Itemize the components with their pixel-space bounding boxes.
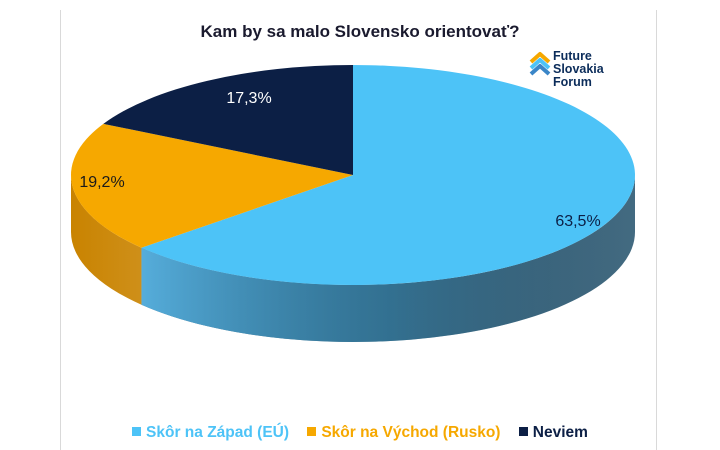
chart-panel <box>60 10 657 450</box>
legend-label-east: Skôr na Východ (Rusko) <box>321 424 501 441</box>
data-label-east: 19,2% <box>79 174 124 191</box>
logo-line-3: Forum <box>553 75 592 89</box>
legend-item-dont-know: Neviem <box>518 424 588 442</box>
future-slovakia-forum-logo: Future Slovakia Forum <box>527 48 637 93</box>
chart-title: Kam by sa malo Slovensko orientovať? <box>200 22 520 41</box>
data-label-west: 63,5% <box>555 213 600 230</box>
legend-item-east: Skôr na Východ (Rusko) <box>307 424 500 442</box>
logo-line-2: Slovakia <box>553 62 604 76</box>
legend-swatch-west <box>132 427 142 436</box>
logo-line-1: Future <box>553 49 592 63</box>
legend-item-west: Skôr na Západ (EÚ) <box>132 424 289 442</box>
data-label-dont-know: 17,3% <box>226 90 271 107</box>
pie-slice-dont-know <box>103 65 353 175</box>
pie-slice-east <box>70 123 353 248</box>
pie-side-east <box>71 175 142 305</box>
chart-legend: Skôr na Západ (EÚ) Skôr na Východ (Rusko… <box>0 424 720 442</box>
legend-label-dont-know: Neviem <box>532 424 588 441</box>
pie-side-west-shading <box>141 175 635 342</box>
logo-wordmark: Future Slovakia Forum <box>553 50 604 89</box>
legend-swatch-east <box>307 427 317 436</box>
legend-label-west: Skôr na Západ (EÚ) <box>146 424 290 441</box>
logo-mark-icon <box>529 52 551 76</box>
legend-swatch-dont-know <box>518 427 528 436</box>
pie-chart: 63,5% 19,2% 17,3% <box>70 65 635 342</box>
pie-slice-west <box>141 65 635 285</box>
